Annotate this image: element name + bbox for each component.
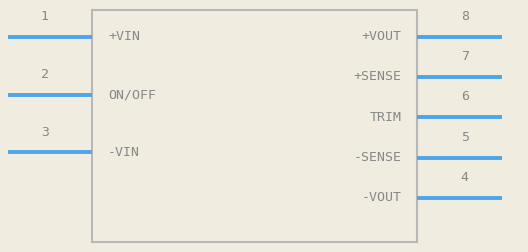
Text: -VOUT: -VOUT bbox=[361, 191, 401, 204]
Text: -VIN: -VIN bbox=[108, 146, 140, 159]
Text: 1: 1 bbox=[41, 10, 49, 23]
Text: 5: 5 bbox=[460, 131, 469, 144]
Text: 3: 3 bbox=[41, 125, 49, 139]
Text: -SENSE: -SENSE bbox=[353, 151, 401, 164]
FancyBboxPatch shape bbox=[92, 10, 417, 242]
Text: TRIM: TRIM bbox=[369, 111, 401, 124]
Text: ON/OFF: ON/OFF bbox=[108, 88, 156, 101]
Text: 2: 2 bbox=[41, 68, 49, 81]
Text: 6: 6 bbox=[460, 90, 469, 103]
Text: +SENSE: +SENSE bbox=[353, 70, 401, 83]
Text: +VOUT: +VOUT bbox=[361, 30, 401, 43]
Text: 8: 8 bbox=[460, 10, 469, 23]
Text: +VIN: +VIN bbox=[108, 30, 140, 43]
Text: 7: 7 bbox=[460, 50, 469, 63]
Text: 4: 4 bbox=[460, 171, 469, 184]
